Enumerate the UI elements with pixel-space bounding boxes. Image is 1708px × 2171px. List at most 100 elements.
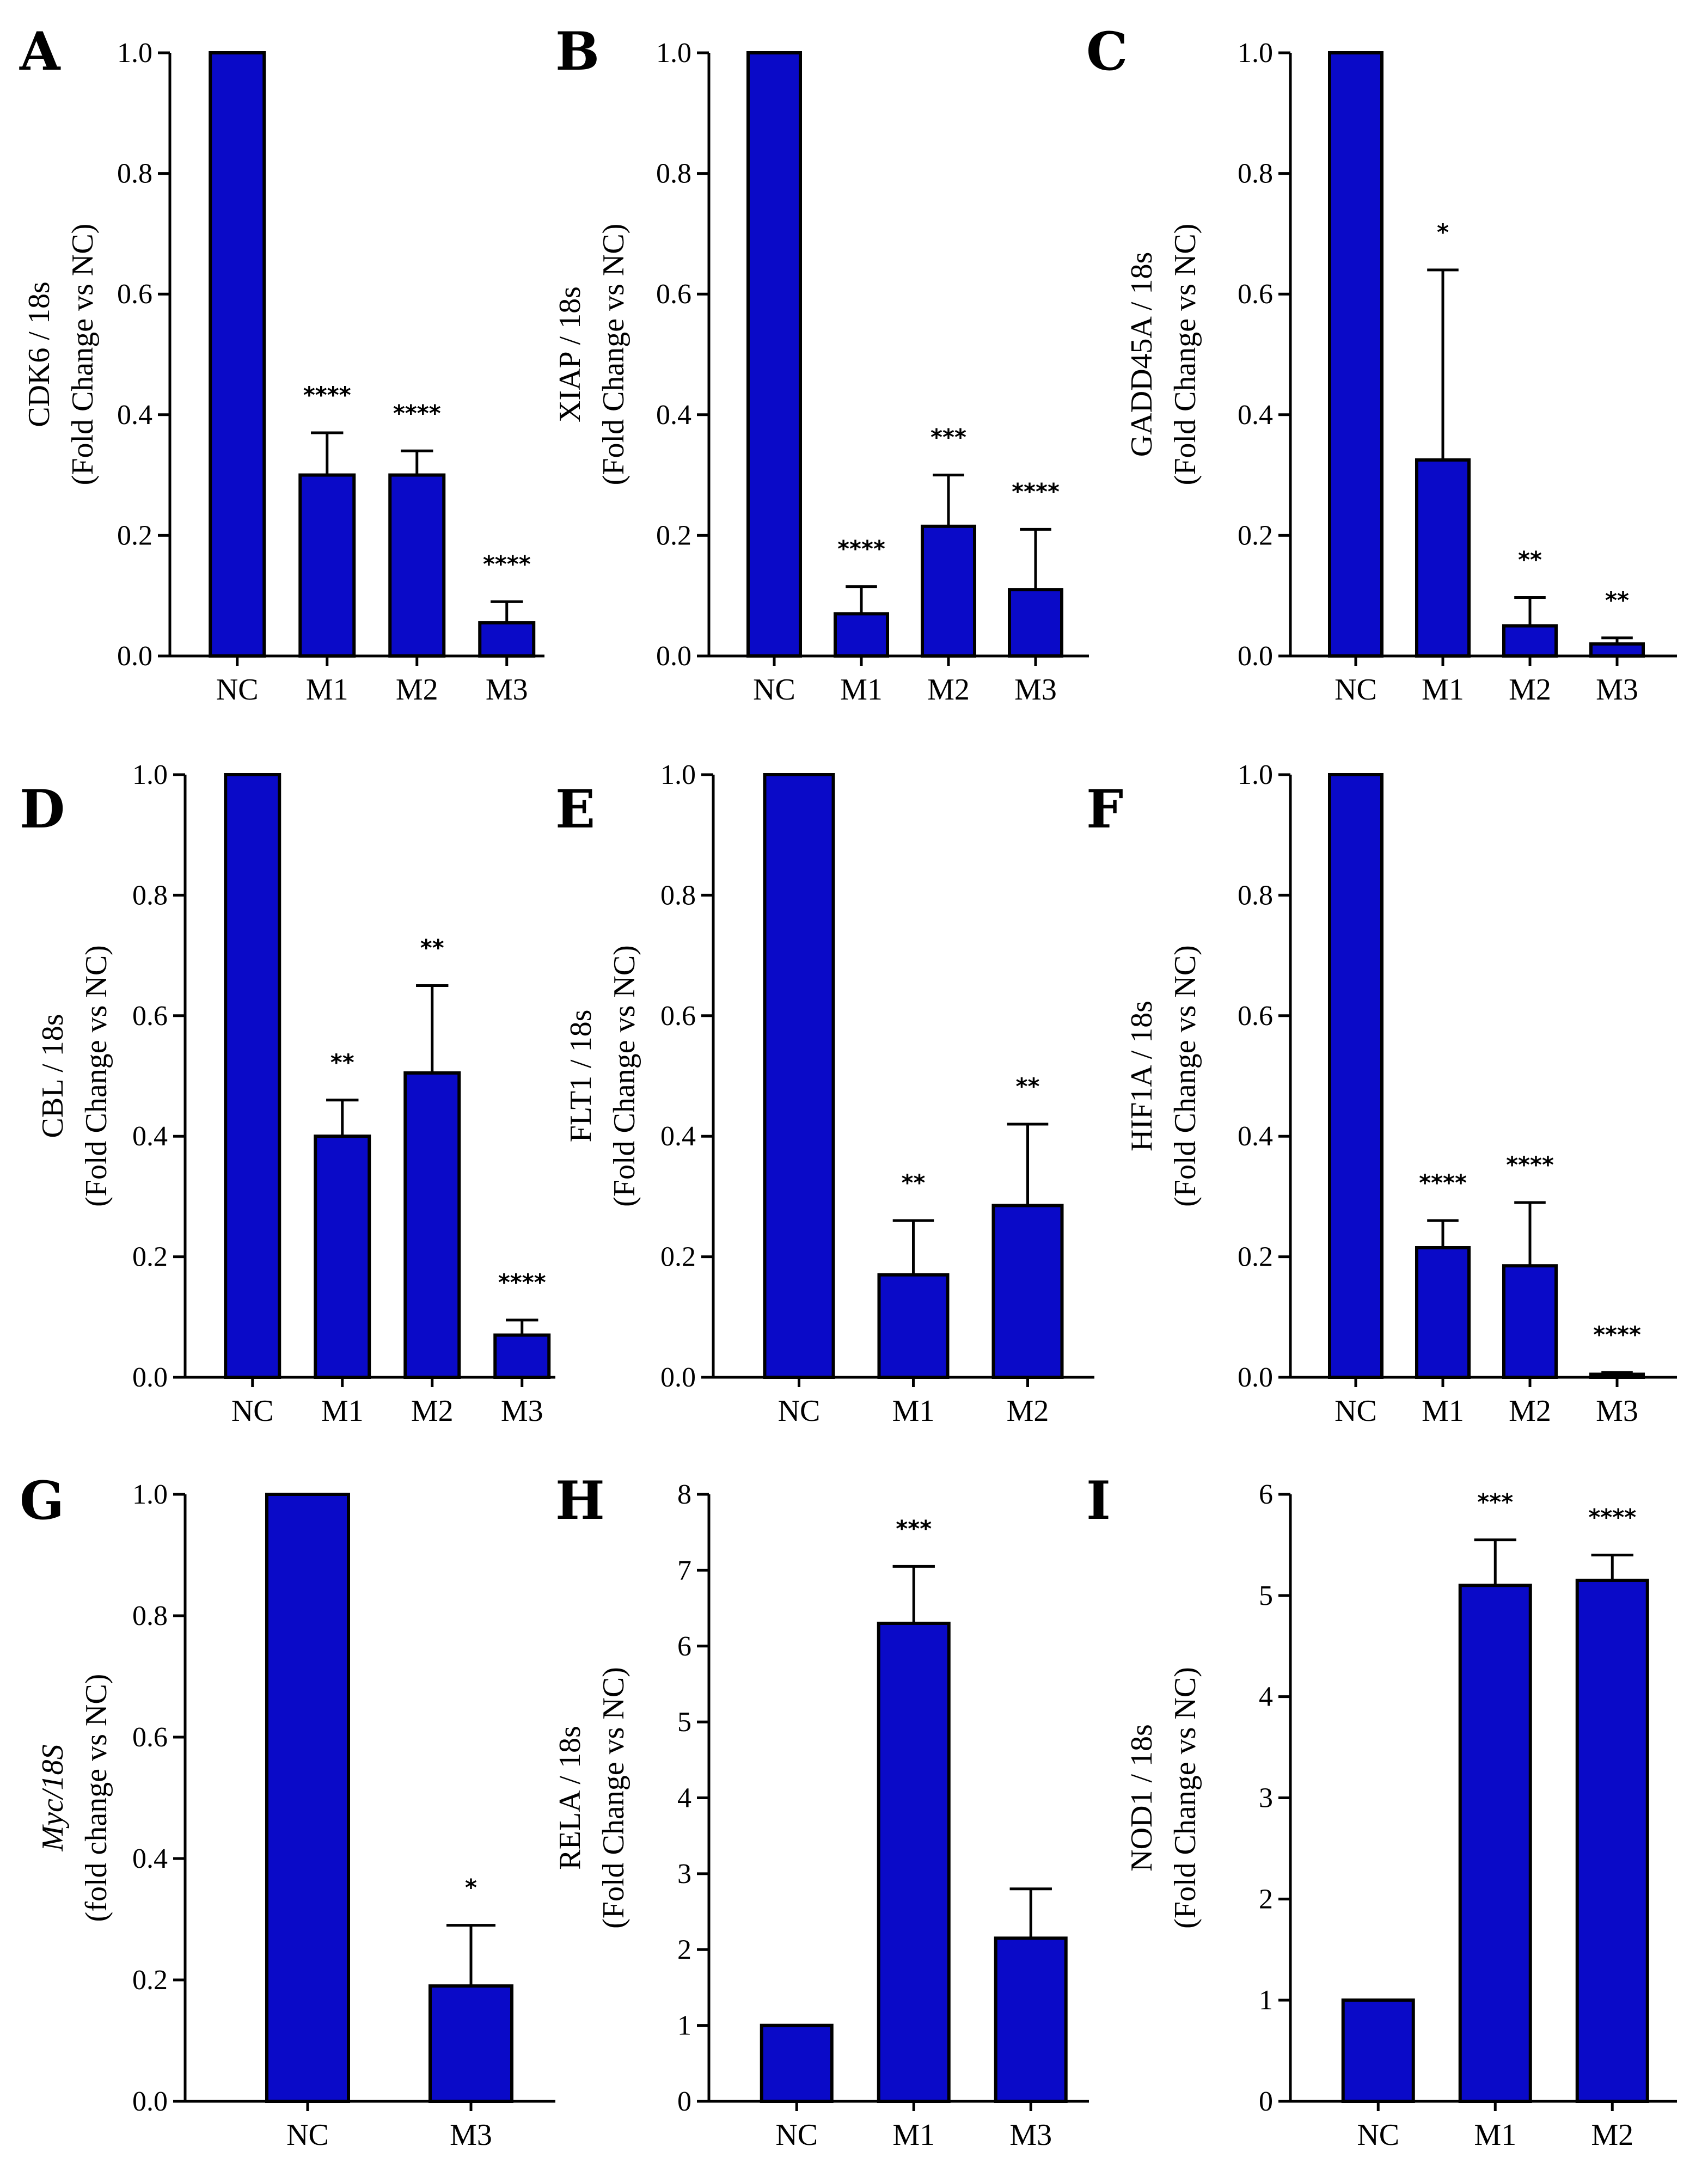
x-tick-label: M1	[892, 2118, 935, 2152]
y-tick-label: 0.2	[117, 520, 152, 551]
panel-letter: H	[555, 1470, 605, 1531]
y-tick-label: 0.2	[660, 1242, 696, 1273]
bar-m3	[1589, 642, 1645, 658]
panel-letter: G	[20, 1470, 64, 1531]
y-tick-label: 0.4	[1238, 1121, 1273, 1152]
significance-label: *	[1437, 219, 1449, 246]
significance-label: ****	[1419, 1169, 1467, 1196]
panel-e: E 0.0 0.2 0.4 0.6 0.8 1.0 FLT1 / 18s (Fold Chang…	[555, 759, 1094, 1428]
y-tick-label: 0.0	[1238, 1362, 1273, 1393]
bar-nc	[265, 1493, 350, 2103]
x-tick-label: NC	[1334, 1394, 1377, 1428]
y-tick-label: 5	[1259, 1580, 1273, 1611]
panel-letter: I	[1086, 1470, 1111, 1531]
y-axis-label: CDK6 / 18s	[22, 281, 56, 427]
y-tick-label: 0.0	[132, 2086, 168, 2117]
y-tick-label: 0.0	[656, 641, 691, 672]
x-tick-label: M1	[1422, 1394, 1464, 1428]
y-tick-label: 0.0	[660, 1362, 696, 1393]
y-axis-label: RELA / 18s	[553, 1726, 587, 1869]
x-tick-label: M1	[306, 673, 348, 707]
x-tick-label: NC	[775, 2118, 818, 2152]
y-tick-label: 1	[677, 2010, 691, 2041]
y-tick-label: 1.0	[656, 38, 691, 69]
significance-label: ****	[1506, 1151, 1554, 1178]
y-axis-label: HIF1A / 18s	[1125, 1001, 1159, 1151]
panel-letter: D	[20, 778, 65, 840]
significance-label: ****	[1593, 1321, 1641, 1348]
bar-m1	[877, 1621, 951, 2103]
x-tick-label: M2	[1591, 2118, 1633, 2152]
x-tick-label: NC	[753, 673, 795, 707]
significance-label: ****	[303, 382, 351, 408]
y-axis-label-line2: (Fold Change vs NC)	[1168, 1667, 1202, 1929]
y-tick-label: 6	[677, 1631, 691, 1662]
significance-label: ****	[393, 400, 441, 426]
y-axis-label-line2: (Fold Change vs NC)	[1168, 945, 1202, 1207]
y-tick-label: 0.2	[132, 1965, 168, 1996]
y-axis-label: GADD45A / 18s	[1125, 252, 1159, 457]
panel-a: A 0.0 0.2 0.4 0.6 0.8 1.0 CDK6 / 18s (Fold Chang…	[19, 21, 544, 707]
y-tick-label: 0	[677, 2086, 691, 2117]
y-tick-label: 0.4	[117, 400, 152, 431]
significance-label: ****	[1012, 478, 1060, 505]
y-tick-label: 0.4	[660, 1121, 696, 1152]
y-tick-label: 3	[1259, 1783, 1273, 1814]
bar-nc	[224, 773, 281, 1379]
x-tick-label: M1	[321, 1394, 364, 1428]
bar-m2	[1502, 1264, 1558, 1379]
y-tick-label: 0.2	[656, 520, 691, 551]
y-tick-label: 0.4	[132, 1843, 168, 1874]
panel-b: B 0.0 0.2 0.4 0.6 0.8 1.0 XIAP / 18s (Fold Chang…	[553, 21, 1089, 707]
x-tick-label: M1	[840, 673, 883, 707]
y-axis-label-line2: (Fold Change vs NC)	[597, 1667, 630, 1929]
bar-m2	[991, 1204, 1064, 1379]
y-tick-label: 0.0	[1238, 641, 1273, 672]
x-tick-label: M3	[1014, 673, 1057, 707]
y-tick-label: 4	[1259, 1682, 1273, 1713]
x-tick-label: M3	[1596, 1394, 1638, 1428]
x-tick-label: M3	[1596, 673, 1638, 707]
bar-m1	[834, 612, 889, 658]
y-tick-label: 1.0	[660, 759, 696, 790]
bar-m1	[314, 1134, 371, 1379]
y-tick-label: 0.4	[1238, 400, 1273, 431]
panel-letter: E	[555, 778, 595, 840]
bar-m1	[1458, 1584, 1532, 2103]
y-tick-label: 0.6	[1238, 1001, 1273, 1032]
significance-label: ****	[1588, 1504, 1636, 1531]
x-tick-label: M2	[396, 673, 438, 707]
y-tick-label: 0	[1259, 2086, 1273, 2117]
y-tick-label: 1.0	[117, 38, 152, 69]
bar-m1	[1415, 1246, 1471, 1379]
bar-m2	[1502, 624, 1558, 658]
panel-i: I 0 1 2 3 4 5 6 NOD1 / 18s (Fold Change vs NC) NC M…	[1086, 1470, 1677, 2152]
bar-m3	[994, 1936, 1068, 2103]
bar-m3	[1008, 588, 1063, 658]
y-tick-label: 0.4	[132, 1121, 168, 1152]
bar-m3	[1589, 1372, 1645, 1379]
bar-nc	[1328, 773, 1383, 1379]
y-tick-label: 0.2	[1238, 520, 1273, 551]
panel-f: F 0.0 0.2 0.4 0.6 0.8 1.0 HIF1A / 18s (Fold Chan…	[1086, 759, 1677, 1428]
y-tick-label: 3	[677, 1859, 691, 1890]
y-tick-label: 0.6	[132, 1001, 168, 1032]
x-tick-label: M1	[1474, 2118, 1516, 2152]
bar-m3	[478, 621, 536, 658]
bar-nc	[760, 2023, 834, 2103]
y-tick-label: 5	[677, 1707, 691, 1738]
y-tick-label: 1.0	[132, 759, 168, 790]
significance-label: **	[330, 1049, 354, 1076]
x-tick-label: M2	[1509, 1394, 1551, 1428]
y-tick-label: 1	[1259, 1985, 1273, 2016]
y-tick-label: 8	[677, 1479, 691, 1510]
bar-nc	[763, 773, 835, 1379]
y-tick-label: 0.0	[117, 641, 152, 672]
significance-label: **	[902, 1169, 926, 1196]
y-tick-label: 0.8	[132, 880, 168, 911]
y-tick-label: 0.6	[656, 279, 691, 310]
significance-label: ***	[930, 424, 966, 451]
x-tick-label: NC	[231, 1394, 274, 1428]
y-tick-label: 7	[677, 1555, 691, 1586]
